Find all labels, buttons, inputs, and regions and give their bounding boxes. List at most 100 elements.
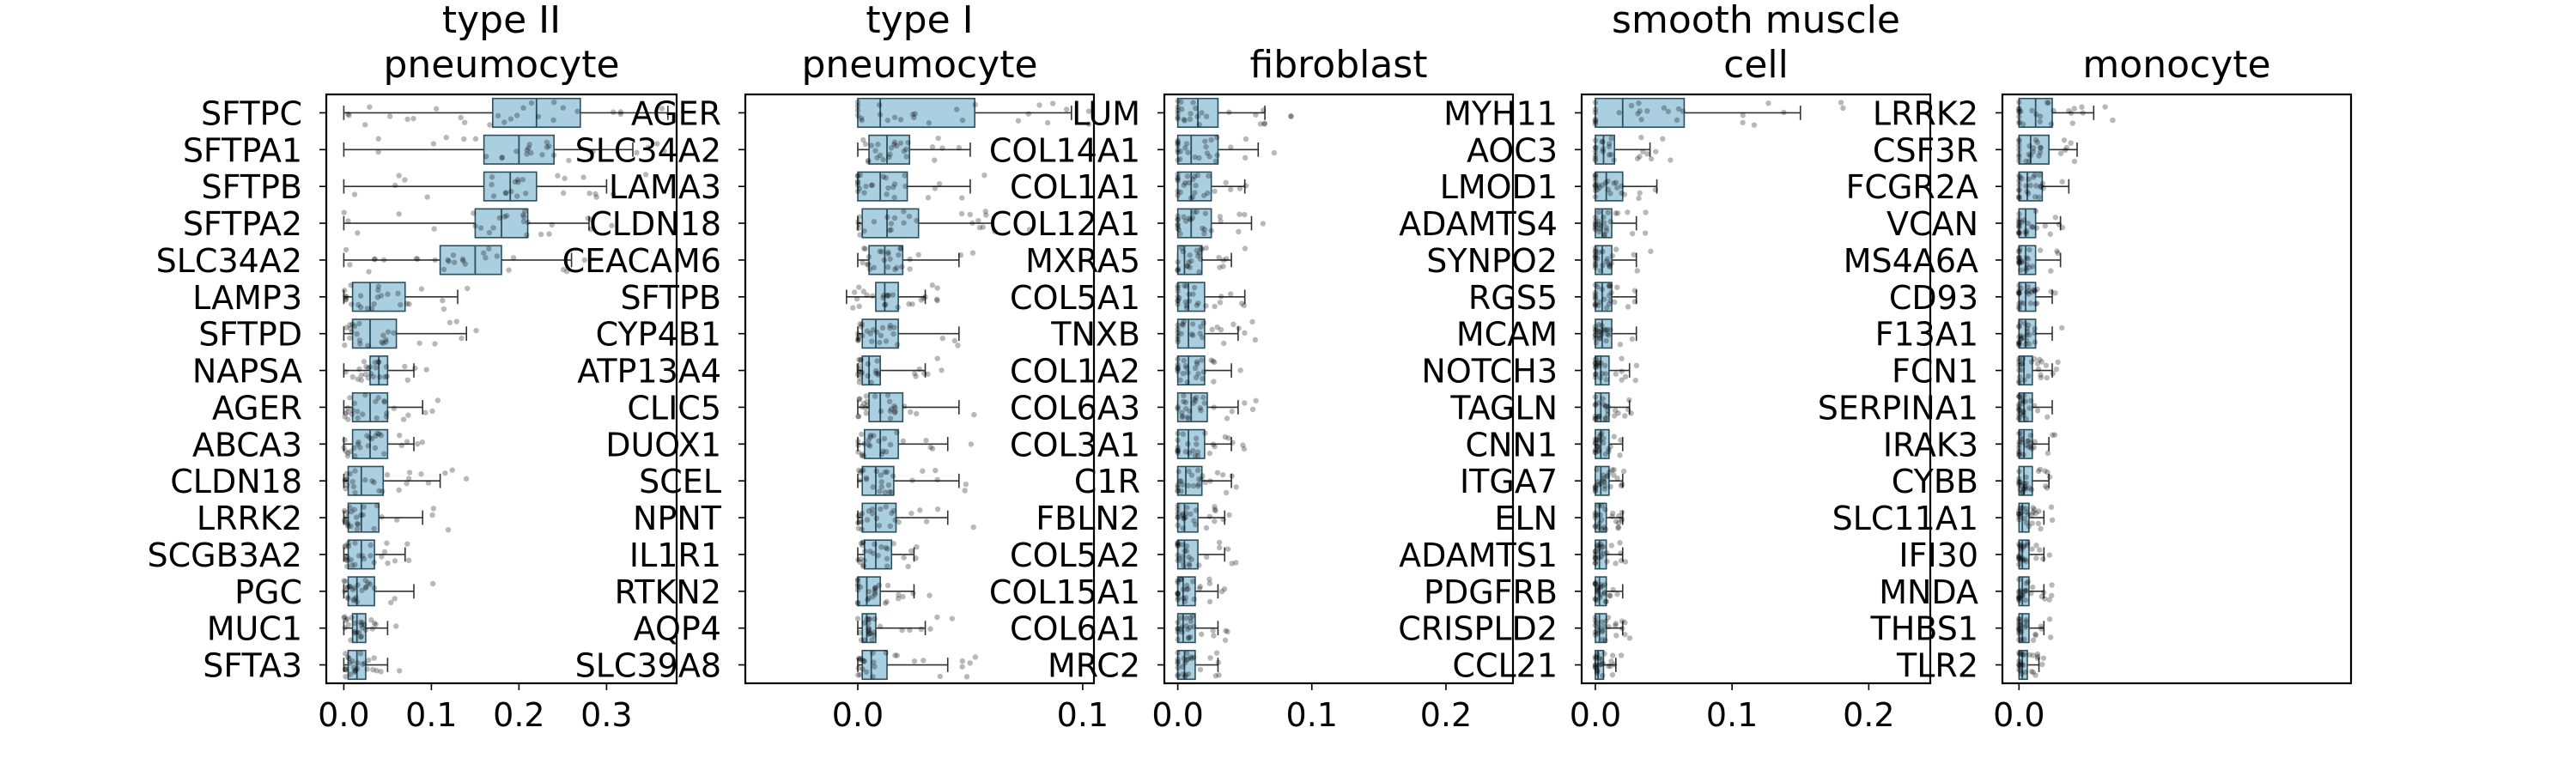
data-point bbox=[2018, 587, 2024, 594]
data-point bbox=[1242, 155, 1249, 161]
data-point bbox=[1631, 252, 1637, 258]
data-point bbox=[858, 555, 864, 562]
data-point bbox=[1201, 230, 1207, 237]
data-point bbox=[909, 112, 916, 118]
data-point bbox=[1625, 209, 1631, 215]
data-point bbox=[344, 585, 350, 591]
data-point bbox=[892, 652, 898, 658]
data-point bbox=[342, 614, 348, 620]
box-row bbox=[1592, 650, 1625, 681]
data-point bbox=[910, 590, 916, 597]
data-point bbox=[442, 470, 448, 476]
data-point bbox=[347, 335, 353, 341]
data-point bbox=[2049, 582, 2055, 588]
data-point bbox=[1592, 549, 1599, 555]
gene-label: MUC1 bbox=[207, 610, 302, 648]
box bbox=[439, 245, 502, 276]
data-point bbox=[342, 579, 349, 585]
data-point bbox=[2018, 108, 2024, 114]
data-point bbox=[1606, 143, 1613, 150]
data-point bbox=[1607, 141, 1613, 147]
data-point bbox=[1602, 362, 1608, 369]
data-point bbox=[1220, 264, 1226, 270]
data-point bbox=[349, 658, 355, 664]
data-point bbox=[355, 415, 361, 421]
data-point bbox=[2026, 405, 2032, 411]
data-point bbox=[405, 557, 412, 564]
data-point bbox=[1599, 503, 1606, 509]
data-point bbox=[499, 154, 505, 161]
data-point bbox=[1175, 361, 1181, 368]
box-row bbox=[1175, 428, 1248, 459]
data-point bbox=[481, 250, 487, 256]
box-row bbox=[854, 576, 933, 607]
data-point bbox=[862, 246, 868, 252]
data-point bbox=[2016, 589, 2022, 596]
data-point bbox=[2080, 110, 2086, 116]
data-point bbox=[1175, 488, 1181, 494]
box bbox=[857, 171, 908, 202]
box bbox=[1176, 318, 1206, 349]
data-point bbox=[1187, 264, 1193, 270]
data-point bbox=[2016, 445, 2022, 451]
data-point bbox=[415, 256, 421, 262]
data-point bbox=[2019, 436, 2025, 443]
data-point bbox=[1175, 514, 1181, 521]
data-point bbox=[1238, 300, 1245, 306]
data-point bbox=[1592, 172, 1599, 179]
box bbox=[1176, 428, 1206, 459]
data-point bbox=[634, 149, 640, 156]
gene-label: LAMA3 bbox=[609, 168, 721, 206]
data-point bbox=[854, 107, 861, 113]
data-point bbox=[2031, 506, 2038, 512]
box-row bbox=[1175, 502, 1232, 533]
data-point bbox=[1188, 472, 1195, 478]
data-point bbox=[1838, 100, 1844, 106]
data-point bbox=[2016, 289, 2022, 296]
data-point bbox=[1604, 474, 1610, 480]
data-point bbox=[2023, 158, 2029, 165]
data-point bbox=[1085, 108, 1092, 114]
data-point bbox=[860, 666, 866, 672]
data-point bbox=[1179, 511, 1186, 517]
data-point bbox=[586, 190, 592, 197]
data-point bbox=[1175, 626, 1181, 632]
data-point bbox=[864, 615, 871, 622]
data-point bbox=[860, 259, 866, 266]
data-point bbox=[1592, 157, 1599, 164]
data-point bbox=[344, 615, 350, 622]
data-point bbox=[496, 215, 502, 221]
data-point bbox=[891, 215, 898, 221]
data-point bbox=[351, 668, 358, 674]
data-point bbox=[981, 172, 987, 179]
data-point bbox=[2069, 120, 2076, 126]
data-point bbox=[346, 112, 352, 118]
data-point bbox=[2048, 121, 2055, 127]
box-row bbox=[1175, 391, 1259, 422]
box-row bbox=[342, 539, 412, 570]
data-point bbox=[1015, 118, 1022, 124]
data-point bbox=[905, 563, 911, 570]
data-point bbox=[1616, 512, 1622, 519]
data-point bbox=[1614, 284, 1620, 290]
data-point bbox=[2021, 588, 2028, 595]
data-point bbox=[970, 524, 976, 530]
data-point bbox=[404, 116, 410, 123]
data-point bbox=[1661, 105, 1668, 111]
data-point bbox=[392, 596, 398, 602]
box-row bbox=[855, 208, 1033, 239]
data-point bbox=[2020, 452, 2026, 458]
data-point bbox=[344, 654, 351, 660]
gene-label: COL14A1 bbox=[989, 131, 1140, 169]
data-point bbox=[349, 373, 355, 380]
data-point bbox=[355, 582, 361, 588]
data-point bbox=[1194, 173, 1201, 179]
data-point bbox=[2016, 630, 2022, 637]
data-point bbox=[2018, 482, 2025, 488]
data-point bbox=[1176, 595, 1182, 601]
data-point bbox=[884, 264, 891, 270]
data-point bbox=[1175, 543, 1181, 549]
data-point bbox=[523, 191, 529, 197]
data-point bbox=[1233, 560, 1239, 566]
data-point bbox=[1175, 597, 1181, 603]
